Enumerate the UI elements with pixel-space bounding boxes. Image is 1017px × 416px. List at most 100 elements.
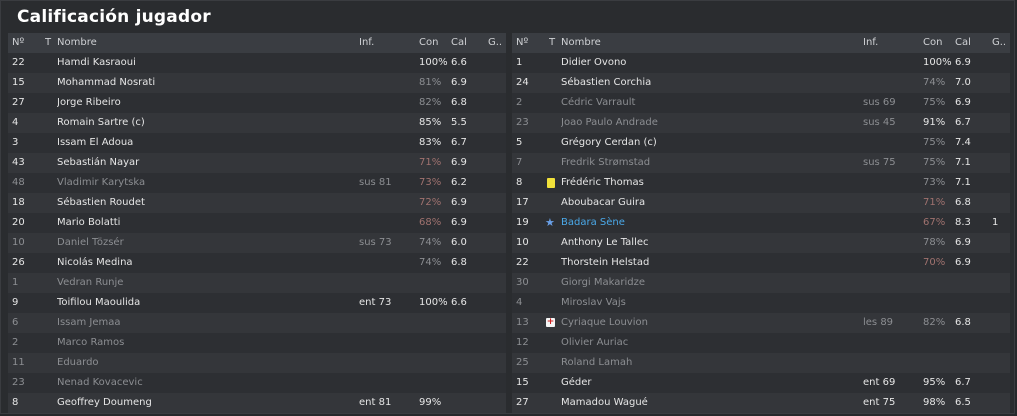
player-name[interactable]: Olivier Auriac [561, 337, 629, 348]
header-condition[interactable]: Con [419, 37, 439, 48]
header-goals[interactable]: G.. [992, 37, 1007, 48]
table-row[interactable]: 19 Badara Sène 67% 8.3 1 ★ [512, 213, 1010, 233]
table-row[interactable]: 26 Nicolás Medina 74% 6.8 [8, 253, 506, 273]
player-name[interactable]: Roland Lamah [561, 357, 633, 368]
table-row[interactable]: 7 Fredrik Strømstad sus 75 75% 7.1 [512, 153, 1010, 173]
table-row[interactable]: 6 Issam Jemaa [8, 313, 506, 333]
player-name[interactable]: Vladimir Karytska [57, 177, 146, 188]
player-name[interactable]: Romain Sartre (c) [57, 117, 145, 128]
header-goals[interactable]: G.. [488, 37, 503, 48]
player-name[interactable]: Marco Ramos [57, 337, 125, 348]
header-rating[interactable]: Cal [955, 37, 971, 48]
player-rating: 5.5 [451, 117, 467, 128]
table-row[interactable]: 18 Sébastien Roudet 72% 6.9 [8, 193, 506, 213]
table-row[interactable]: 27 Mamadou Wagué ent 75 98% 6.5 [512, 393, 1010, 413]
player-name[interactable]: Cyriaque Louvion [561, 317, 648, 328]
table-row[interactable]: 10 Anthony Le Tallec 78% 6.9 [512, 233, 1010, 253]
player-name[interactable]: Geoffrey Doumeng [57, 397, 152, 408]
player-rating: 7.1 [955, 157, 971, 168]
table-row[interactable]: 3 Issam El Adoua 83% 6.7 [8, 133, 506, 153]
player-name[interactable]: Issam El Adoua [57, 137, 134, 148]
table-row[interactable]: 43 Sebastián Nayar 71% 6.9 [8, 153, 506, 173]
table-row[interactable]: 12 Olivier Auriac [512, 333, 1010, 353]
player-name[interactable]: Didier Ovono [561, 57, 627, 68]
player-number: 9 [12, 297, 19, 308]
table-row[interactable]: 24 Sébastien Corchia 74% 7.0 [512, 73, 1010, 93]
table-row[interactable]: 22 Hamdi Kasraoui 100% 6.6 [8, 53, 506, 73]
table-row[interactable]: 22 Thorstein Helstad 70% 6.9 [512, 253, 1010, 273]
table-row[interactable]: 23 Nenad Kovacevic [8, 373, 506, 393]
player-name[interactable]: Vedran Runje [57, 277, 124, 288]
header-name[interactable]: Nombre [57, 37, 97, 48]
player-condition: 82% [419, 97, 442, 108]
player-name[interactable]: Thorstein Helstad [561, 257, 650, 268]
player-number: 18 [12, 197, 25, 208]
player-info: ent 81 [359, 397, 392, 408]
player-name[interactable]: Aboubacar Guira [561, 197, 646, 208]
player-number: 8 [516, 177, 523, 188]
player-condition: 74% [419, 257, 442, 268]
player-name[interactable]: Mamadou Wagué [561, 397, 648, 408]
player-name[interactable]: Cédric Varrault [561, 97, 636, 108]
header-condition[interactable]: Con [923, 37, 943, 48]
player-name[interactable]: Badara Sène [561, 217, 625, 228]
header-type[interactable]: T [45, 37, 52, 48]
table-row[interactable]: 9 Toifilou Maoulida ent 73 100% 6.6 [8, 293, 506, 313]
player-rating: 7.4 [955, 137, 971, 148]
player-name[interactable]: Eduardo [57, 357, 99, 368]
table-row[interactable]: 27 Jorge Ribeiro 82% 6.8 [8, 93, 506, 113]
table-row[interactable]: 2 Marco Ramos [8, 333, 506, 353]
header-number[interactable]: Nº [516, 37, 529, 48]
table-row[interactable]: 13 Cyriaque Louvion les 89 82% 6.8 + [512, 313, 1010, 333]
table-row[interactable]: 4 Romain Sartre (c) 85% 5.5 [8, 113, 506, 133]
player-name[interactable]: Mohammad Nosrati [57, 77, 156, 88]
header-type[interactable]: T [549, 37, 556, 48]
header-name[interactable]: Nombre [561, 37, 601, 48]
player-info: ent 69 [863, 377, 896, 388]
table-row[interactable]: 4 Miroslav Vajs [512, 293, 1010, 313]
player-name[interactable]: Hamdi Kasraoui [57, 57, 136, 68]
player-name[interactable]: Nenad Kovacevic [57, 377, 143, 388]
table-row[interactable]: 48 Vladimir Karytska sus 81 73% 6.2 [8, 173, 506, 193]
player-name[interactable]: Nicolás Medina [57, 257, 133, 268]
header-rating[interactable]: Cal [451, 37, 467, 48]
player-name[interactable]: Mario Bolatti [57, 217, 121, 228]
player-rating: 6.6 [451, 297, 467, 308]
away-rows: 1 Didier Ovono 100% 6.9 24 Sébastien Corchia 7… [512, 53, 1010, 413]
player-name[interactable]: Issam Jemaa [57, 317, 121, 328]
player-name[interactable]: Anthony Le Tallec [561, 237, 649, 248]
player-number: 15 [12, 77, 25, 88]
table-row[interactable]: 20 Mario Bolatti 68% 6.9 [8, 213, 506, 233]
table-row[interactable]: 15 Géder ent 69 95% 6.7 [512, 373, 1010, 393]
table-row[interactable]: 17 Aboubacar Guira 71% 6.8 [512, 193, 1010, 213]
table-row[interactable]: 8 Geoffrey Doumeng ent 81 99% [8, 393, 506, 413]
player-name[interactable]: Miroslav Vajs [561, 297, 626, 308]
player-name[interactable]: Sébastien Corchia [561, 77, 652, 88]
table-row[interactable]: 30 Giorgi Makaridze [512, 273, 1010, 293]
player-name[interactable]: Toifilou Maoulida [57, 297, 141, 308]
table-row[interactable]: 10 Daniel Tözsér sus 73 74% 6.0 [8, 233, 506, 253]
player-name[interactable]: Fredrik Strømstad [561, 157, 651, 168]
player-name[interactable]: Grégory Cerdan (c) [561, 137, 657, 148]
player-name[interactable]: Géder [561, 377, 592, 388]
player-name[interactable]: Sébastien Roudet [57, 197, 145, 208]
table-row[interactable]: 23 Joao Paulo Andrade sus 45 91% 6.7 [512, 113, 1010, 133]
table-row[interactable]: 1 Vedran Runje [8, 273, 506, 293]
table-row[interactable]: 15 Mohammad Nosrati 81% 6.9 [8, 73, 506, 93]
player-name[interactable]: Jorge Ribeiro [57, 97, 121, 108]
table-row[interactable]: 8 Frédéric Thomas 73% 7.1 [512, 173, 1010, 193]
header-number[interactable]: Nº [12, 37, 25, 48]
player-name[interactable]: Daniel Tözsér [57, 237, 124, 248]
player-name[interactable]: Joao Paulo Andrade [561, 117, 658, 128]
table-row[interactable]: 5 Grégory Cerdan (c) 75% 7.4 [512, 133, 1010, 153]
player-name[interactable]: Giorgi Makaridze [561, 277, 646, 288]
header-info[interactable]: Inf. [359, 37, 375, 48]
header-info[interactable]: Inf. [863, 37, 879, 48]
table-row[interactable]: 2 Cédric Varrault sus 69 75% 6.9 [512, 93, 1010, 113]
table-row[interactable]: 11 Eduardo [8, 353, 506, 373]
table-row[interactable]: 1 Didier Ovono 100% 6.9 [512, 53, 1010, 73]
player-name[interactable]: Sebastián Nayar [57, 157, 140, 168]
table-row[interactable]: 25 Roland Lamah [512, 353, 1010, 373]
player-name[interactable]: Frédéric Thomas [561, 177, 644, 188]
player-number: 8 [12, 397, 19, 408]
